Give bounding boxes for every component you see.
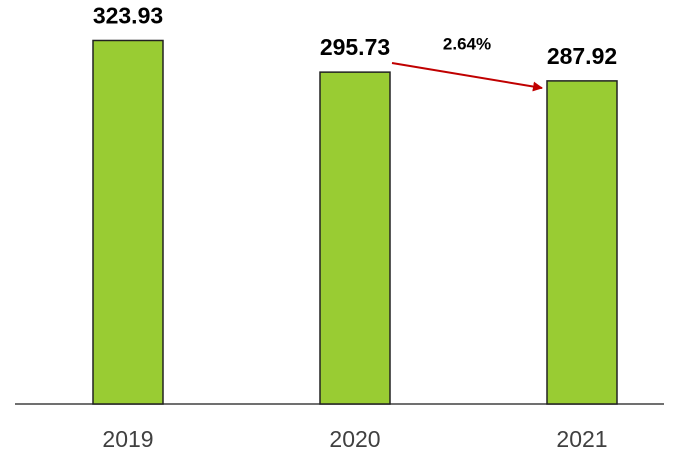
- change-arrow: [391, 62, 543, 92]
- bar: [319, 71, 391, 405]
- x-tick-label: 2020: [329, 426, 380, 452]
- data-label: 287.92: [547, 43, 617, 69]
- bar: [92, 39, 164, 405]
- annotation: 2.64%: [443, 34, 491, 53]
- data-label: 323.93: [93, 3, 163, 29]
- x-tick-label: 2021: [556, 426, 607, 452]
- bar: [546, 80, 618, 405]
- data-label: 295.73: [320, 34, 390, 60]
- x-tick-label: 2019: [102, 426, 153, 452]
